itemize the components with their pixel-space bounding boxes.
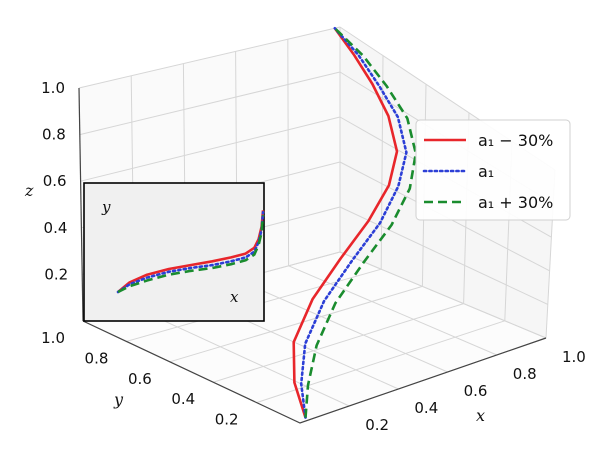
legend: a₁ − 30% a₁ a₁ + 30%	[415, 119, 571, 221]
x-tick-label: 1.0	[562, 348, 586, 366]
x-tick-label: 0.6	[464, 382, 488, 400]
y-tick-label: 1.0	[41, 329, 65, 347]
curves-3d	[292, 26, 418, 419]
inset-plot: y x	[83, 182, 265, 322]
x-tick-label: 0.8	[513, 365, 537, 383]
legend-items: a₁ − 30% a₁ a₁ + 30%	[422, 131, 553, 212]
inset-series-line-2	[117, 215, 265, 294]
inset-frame	[83, 182, 265, 322]
x-tick-label: 0.2	[365, 416, 389, 434]
z-tick-label: 0.4	[44, 219, 68, 237]
x-tick-label: 0.4	[414, 399, 438, 417]
tick-labels-3d: 0.2 0.4 0.6 0.8 1.0 0.2 0.4 0.6 0.8 1.0 0.2 0.4 0.6 0…	[41, 79, 586, 434]
x-axis-label: x	[476, 406, 485, 425]
z-tick-label: 1.0	[41, 79, 65, 97]
y-tick-label: 0.6	[128, 370, 152, 388]
z-tick-label: 0.6	[43, 172, 67, 190]
series-line-1	[299, 26, 408, 419]
z-tick-label: 0.2	[44, 265, 68, 283]
series-line-0	[292, 27, 399, 418]
inset-x-label: x	[230, 288, 239, 306]
y-tick-label: 0.2	[215, 411, 239, 429]
inset-curves	[116, 210, 265, 294]
series-line-2	[304, 27, 418, 418]
legend-frame	[415, 119, 571, 221]
y-axis-label: y	[113, 390, 124, 409]
legend-label-0: a₁ − 30%	[478, 131, 553, 150]
legend-label-1: a₁	[478, 162, 494, 181]
z-axis-label: z	[24, 181, 34, 200]
y-tick-label: 0.8	[85, 349, 109, 367]
z-tick-label: 0.8	[42, 126, 66, 144]
inset-y-label: y	[101, 198, 111, 216]
y-tick-label: 0.4	[171, 390, 195, 408]
legend-label-2: a₁ + 30%	[478, 193, 553, 212]
